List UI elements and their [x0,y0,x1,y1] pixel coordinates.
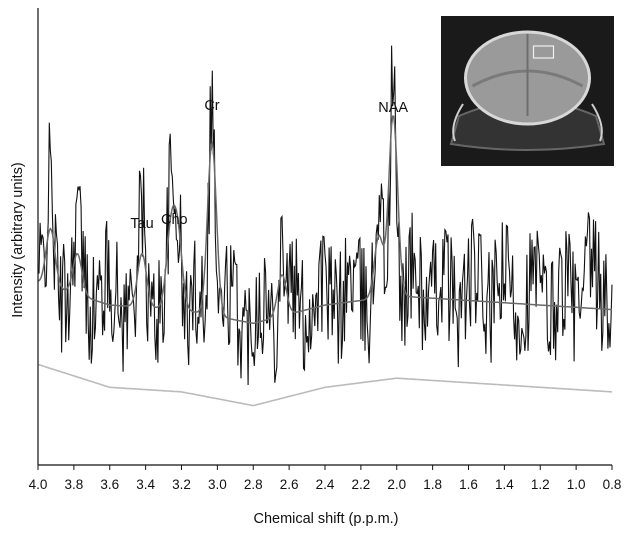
x-tick-label: 2.4 [316,477,335,492]
x-tick-label: 2.0 [387,477,406,492]
mri-skull-edge-right [591,103,603,142]
x-tick-label: 0.8 [603,477,622,492]
x-tick-label: 2.8 [244,477,263,492]
x-axis-title: Chemical shift (p.p.m.) [253,511,398,527]
x-tick-label: 1.8 [423,477,442,492]
x-tick-label: 3.2 [172,477,191,492]
axes: 4.0 3.8 3.6 3.4 3.2 3.0 2.8 2.6 2.4 2.2 2.0 1.8 1.6 1… [29,8,622,492]
x-tick-label: 1.2 [531,477,550,492]
mri-voxel-box [532,45,555,59]
mri-inset [441,16,614,166]
x-tick-label: 1.4 [495,477,514,492]
x-tick-label: 3.6 [100,477,119,492]
baseline-curve [37,363,613,407]
x-tick-label: 4.0 [29,477,48,492]
fitted-spectrum [37,115,612,325]
peak-label-cho: Cho [161,212,188,228]
peak-label-cr: Cr [204,98,219,114]
x-tick-label: 3.4 [136,477,155,492]
peak-label-tau: Tau [130,216,153,232]
x-tick-label: 3.8 [64,477,83,492]
peak-label-naa: NAA [378,100,408,116]
x-tick-label: 3.0 [208,477,227,492]
plot-area [37,45,613,407]
y-axis-title: Intensity (arbitrary units) [10,162,26,318]
measured-spectrum [37,45,613,386]
x-tick-label: 2.6 [280,477,299,492]
x-tick-label: 1.6 [459,477,478,492]
mri-skull-edge-left [452,103,464,142]
labels: Chemical shift (p.p.m.) Intensity (arbit… [10,98,408,527]
x-tick-label: 1.0 [567,477,586,492]
x-tick-label: 2.2 [351,477,370,492]
